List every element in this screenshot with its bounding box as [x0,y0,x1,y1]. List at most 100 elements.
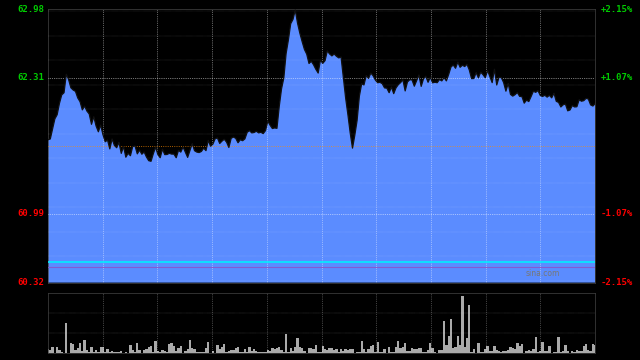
Bar [296,338,299,353]
Bar [65,323,67,353]
Bar [177,348,180,353]
Bar [77,348,79,353]
Bar [379,352,381,353]
Bar [93,352,95,353]
Text: -1.07%: -1.07% [601,209,633,218]
Bar [161,350,164,353]
Bar [589,351,592,353]
Bar [212,351,214,353]
Bar [232,350,235,353]
Bar [372,345,374,353]
Bar [253,348,255,353]
Bar [500,352,502,353]
Bar [271,348,273,353]
Bar [395,347,397,353]
Bar [411,348,413,353]
Bar [152,352,154,353]
Bar [248,347,251,353]
Bar [473,349,475,353]
Text: +2.15%: +2.15% [601,4,633,13]
Bar [102,347,104,353]
Bar [592,344,594,353]
Bar [49,350,51,353]
Bar [269,351,271,353]
Bar [505,351,507,353]
Bar [491,351,493,353]
Bar [198,352,200,353]
Bar [207,342,209,353]
Bar [264,352,267,353]
Bar [285,334,287,353]
Bar [374,352,376,353]
Bar [594,345,596,353]
Bar [310,348,312,353]
Bar [321,346,324,353]
Bar [328,347,331,353]
Bar [459,345,461,353]
Bar [546,351,548,353]
Bar [370,346,372,353]
Bar [74,350,77,353]
Bar [47,349,49,353]
Bar [450,319,452,353]
Bar [79,343,81,353]
Bar [116,352,118,353]
Bar [511,348,514,353]
Bar [255,351,257,353]
Bar [429,343,431,353]
Bar [457,337,459,353]
Bar [251,351,253,353]
Bar [303,351,305,353]
Bar [86,350,88,353]
Bar [553,352,555,353]
Bar [246,352,248,353]
Bar [175,351,177,353]
Bar [276,348,278,353]
Bar [431,348,434,353]
Bar [83,340,86,353]
Bar [351,348,354,353]
Bar [441,350,443,353]
Bar [521,344,523,353]
Bar [557,337,560,353]
Bar [262,352,264,353]
Bar [564,345,566,353]
Bar [221,347,223,353]
Bar [228,351,230,353]
Bar [168,344,170,353]
Bar [447,336,450,353]
Bar [331,347,333,353]
Bar [244,350,246,353]
Bar [408,351,411,353]
Bar [413,349,415,353]
Bar [367,349,370,353]
Text: 60.99: 60.99 [18,209,45,218]
Bar [70,343,72,353]
Bar [104,352,106,353]
Bar [61,352,63,353]
Bar [315,345,317,353]
Bar [342,351,344,353]
Bar [402,347,404,353]
Bar [383,349,386,353]
Bar [99,347,102,353]
Bar [150,346,152,353]
Bar [376,342,379,353]
Bar [539,351,541,353]
Bar [225,352,228,353]
Bar [159,352,161,353]
Bar [548,346,550,353]
Bar [363,349,365,353]
Bar [292,351,294,353]
Bar [534,337,537,353]
Bar [205,348,207,353]
Bar [173,346,175,353]
Bar [365,352,367,353]
Bar [555,352,557,353]
Bar [498,351,500,353]
Bar [537,352,539,353]
Bar [120,351,122,353]
Bar [95,350,97,353]
Bar [189,339,191,353]
Bar [223,344,225,353]
